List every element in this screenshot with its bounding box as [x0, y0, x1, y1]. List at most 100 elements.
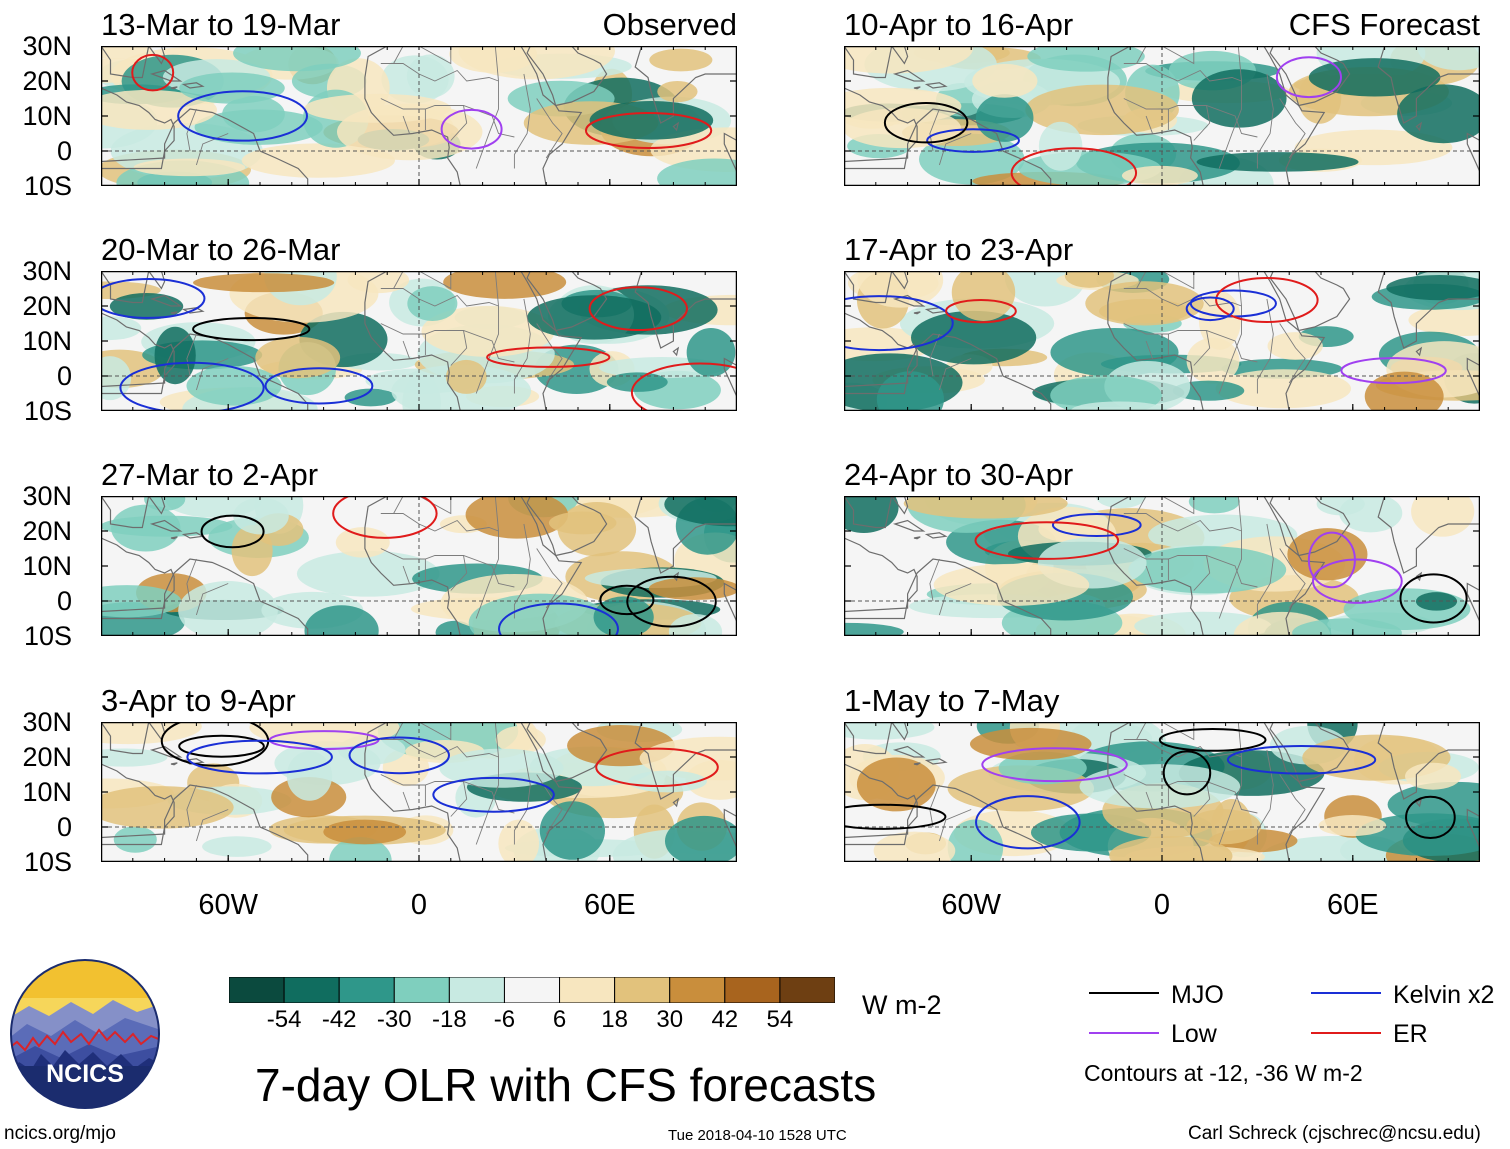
coastline [844, 87, 918, 170]
country-border [195, 809, 229, 842]
olr-anomaly-blob [1095, 496, 1147, 509]
olr-anomaly-blob [903, 496, 1068, 519]
wave-contour [498, 602, 619, 636]
olr-anomaly-blob [101, 89, 217, 130]
olr-anomaly-blob [296, 550, 440, 597]
olr-map-panel [844, 46, 1480, 186]
footer-url[interactable]: ncics.org/mjo [4, 1123, 116, 1144]
colorbar-tick-label: -42 [321, 1006, 357, 1033]
panel-title: 10-Apr to 16-Apr [844, 7, 1074, 42]
coastline [672, 797, 680, 808]
olr-anomaly-blob [1196, 152, 1359, 172]
coastline [844, 496, 909, 529]
coastline [170, 86, 178, 90]
panel-title: 1-May to 7-May [844, 683, 1060, 718]
olr-anomaly-blob [1267, 332, 1323, 360]
olr-anomaly-blob [1408, 304, 1480, 336]
coastline [723, 808, 737, 849]
country-border [186, 108, 197, 152]
country-border [186, 558, 197, 602]
coastline [149, 69, 183, 82]
olr-map-panel [101, 496, 737, 636]
panel-title: 3-Apr to 9-Apr [101, 683, 296, 718]
wave-contour [1275, 56, 1342, 99]
coastline [844, 312, 918, 395]
country-border [1161, 722, 1195, 741]
country-border [1279, 98, 1306, 159]
coastline [892, 69, 926, 82]
olr-anomaly-blob [876, 371, 944, 411]
coastline [1107, 722, 1326, 862]
olr-anomaly-blob [1121, 165, 1198, 186]
olr-anomaly-blob [686, 328, 736, 377]
colorbar-tick-label: -54 [266, 1006, 302, 1033]
legend-label-low: Low [1171, 1020, 1217, 1048]
olr-anomaly-blob [178, 581, 278, 636]
country-border [418, 46, 452, 65]
wave-contour [595, 747, 719, 788]
olr-anomaly-blob [443, 271, 567, 299]
country-border [195, 133, 229, 166]
country-border [938, 358, 972, 391]
olr-anomaly-blob [1079, 764, 1241, 809]
olr-anomaly-blob [857, 271, 944, 308]
coastline [844, 558, 1052, 636]
country-border [1123, 774, 1258, 814]
country-border [380, 739, 499, 758]
country-border [929, 333, 940, 377]
country-border [1123, 63, 1242, 82]
olr-anomaly-blob [101, 585, 182, 618]
wave-contour [1215, 277, 1319, 323]
colorbar-swatch [338, 977, 395, 1003]
wave-contour [844, 803, 947, 830]
coastline [634, 722, 737, 800]
coastline [364, 46, 583, 186]
coastline [1377, 496, 1480, 574]
olr-anomaly-blob [406, 54, 455, 98]
coastline [1269, 496, 1351, 557]
lon-label: 0 [1153, 889, 1171, 921]
olr-anomaly-blob [1405, 762, 1461, 790]
colorbar-swatch [503, 977, 561, 1003]
panel-tag-observed: Observed [602, 7, 737, 42]
olr-anomaly-blob [421, 305, 555, 357]
olr-anomaly-blob [1387, 781, 1480, 828]
wave-contour [192, 316, 311, 342]
coastline [1377, 271, 1480, 349]
coastline [149, 294, 183, 307]
country-border [1161, 496, 1195, 515]
wave-contour [119, 361, 265, 411]
lat-label: 10S [23, 621, 72, 651]
wave-contour [332, 496, 438, 539]
coastline [844, 763, 918, 846]
olr-anomaly-blob [1415, 592, 1458, 611]
country-border [536, 323, 563, 384]
country-border [1218, 46, 1242, 169]
lat-label: 0 [56, 812, 72, 842]
coastline [723, 132, 737, 173]
olr-anomaly-blob [1386, 274, 1480, 301]
colorbar-swatch [669, 977, 726, 1003]
coastline [101, 108, 309, 186]
footer-credit: Carl Schreck (cjschrec@ncsu.edu) [1188, 1123, 1481, 1144]
country-border [1136, 271, 1147, 289]
olr-anomaly-blob [844, 46, 974, 74]
olr-anomaly-blob [951, 271, 1016, 321]
wave-contour [844, 295, 954, 352]
wave-contour [1185, 296, 1235, 322]
olr-anomaly-blob [1172, 380, 1245, 401]
coastline [101, 496, 166, 529]
colorbar-swatch [779, 977, 835, 1003]
coastline [101, 271, 166, 304]
olr-anomaly-blob [1417, 46, 1480, 71]
lat-label: 10S [23, 171, 72, 201]
footer-timestamp: Tue 2018-04-10 1528 UTC [668, 1127, 847, 1144]
olr-anomaly-blob [844, 622, 904, 636]
olr-anomaly-blob [445, 359, 487, 394]
olr-map-panel [101, 722, 737, 862]
wave-contour [200, 514, 265, 549]
wave-contour [584, 112, 713, 149]
coastline [913, 536, 921, 540]
country-border [1279, 548, 1306, 609]
coastline [1107, 271, 1326, 411]
